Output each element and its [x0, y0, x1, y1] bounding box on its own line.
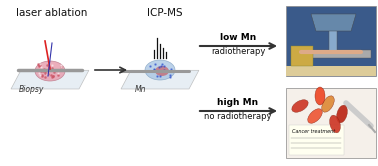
- Ellipse shape: [155, 66, 169, 76]
- Bar: [289, 125, 344, 155]
- Text: Biopsy: Biopsy: [18, 85, 44, 94]
- Text: Mn: Mn: [135, 85, 147, 94]
- Text: laser ablation: laser ablation: [16, 8, 88, 18]
- Ellipse shape: [337, 105, 347, 123]
- Ellipse shape: [330, 115, 340, 133]
- Bar: [286, 6, 376, 76]
- Ellipse shape: [322, 96, 334, 112]
- Polygon shape: [311, 14, 356, 31]
- Text: Cancer treatment: Cancer treatment: [292, 129, 335, 134]
- Text: radiotherapy: radiotherapy: [211, 47, 265, 56]
- Ellipse shape: [315, 87, 325, 105]
- Ellipse shape: [35, 61, 65, 81]
- Ellipse shape: [292, 100, 308, 112]
- Text: high Mn: high Mn: [217, 98, 259, 107]
- Bar: [291, 50, 371, 58]
- Bar: [291, 46, 313, 66]
- Text: no radiotherapy: no radiotherapy: [204, 112, 272, 121]
- Ellipse shape: [308, 109, 322, 123]
- Bar: [329, 21, 337, 51]
- Polygon shape: [11, 70, 89, 89]
- Polygon shape: [121, 70, 199, 89]
- Ellipse shape: [145, 60, 175, 80]
- Text: ICP-MS: ICP-MS: [147, 8, 183, 18]
- Bar: [286, 66, 376, 76]
- Text: low Mn: low Mn: [220, 33, 256, 42]
- Bar: [286, 88, 376, 158]
